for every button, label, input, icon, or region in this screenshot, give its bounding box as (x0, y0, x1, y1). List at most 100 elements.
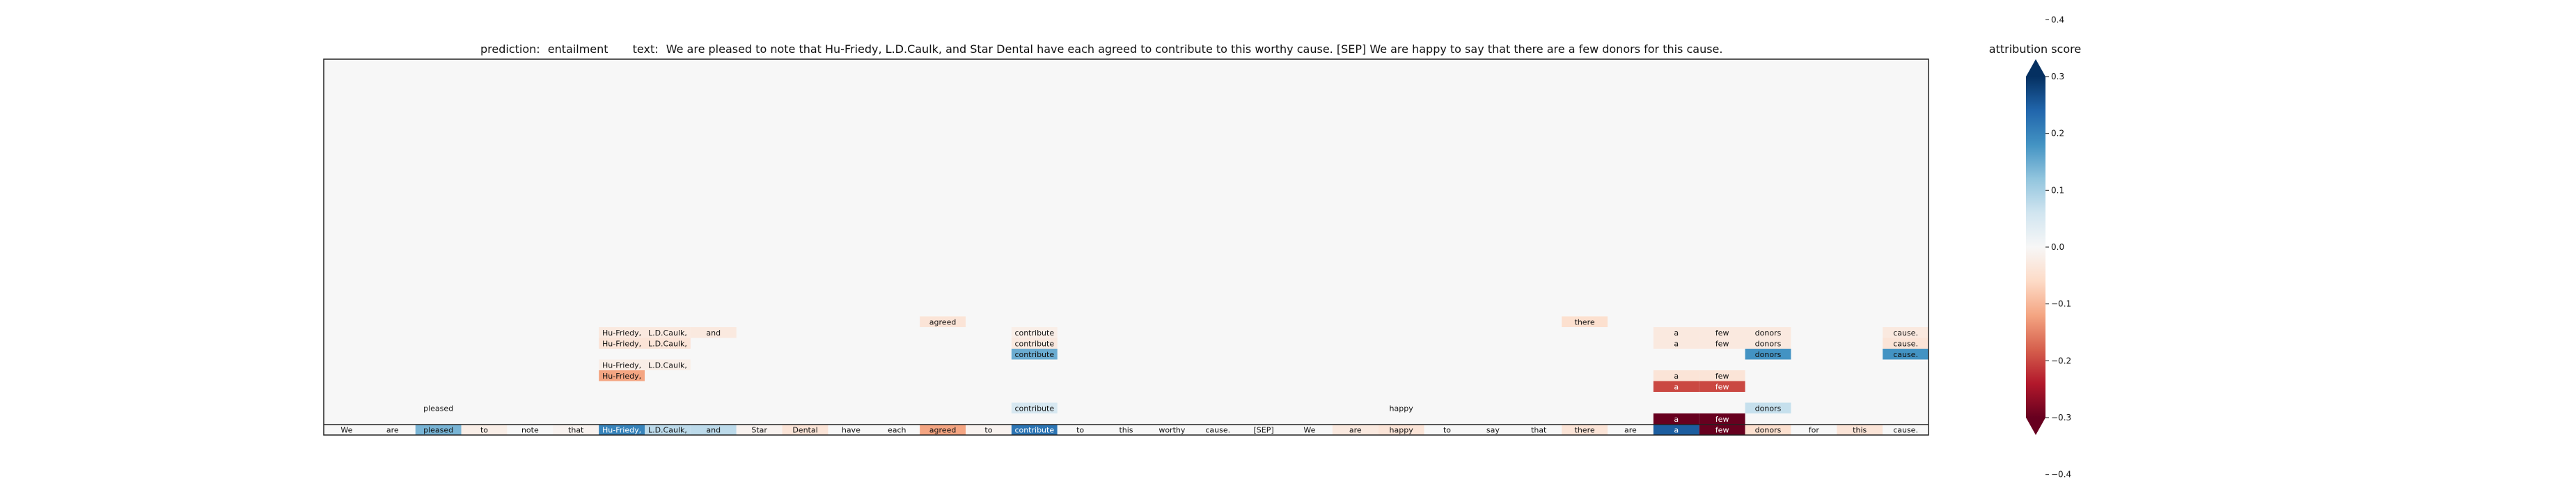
colorbar-label: attribution score (1989, 42, 2081, 56)
token-cell (645, 424, 691, 435)
colorbar-extend-top (2026, 59, 2045, 77)
annotation-label: happy (1390, 404, 1414, 413)
token-label: are (386, 425, 399, 434)
annotation-cell (599, 327, 645, 338)
heatmap-frame (323, 58, 1929, 436)
annotation-cell (1011, 338, 1058, 349)
token-cell (553, 424, 599, 435)
token-label: note (521, 425, 539, 434)
annotation-label: L.D.Caulk, (648, 339, 687, 348)
token-label: a (1674, 425, 1679, 434)
token-label: pleased (423, 425, 453, 434)
annotation-label: agreed (929, 317, 957, 326)
token-cell (1287, 424, 1333, 435)
token-label: say (1486, 425, 1500, 434)
token-label: cause. (1205, 425, 1230, 434)
input-text: We are pleased to note that Hu-Friedy, L… (666, 42, 1723, 56)
annotation-label: Hu-Friedy, (602, 329, 641, 338)
annotation-label: a (1674, 329, 1679, 338)
colorbar-tick-label: −0.1 (2051, 299, 2071, 309)
token-label: are (1624, 425, 1637, 434)
token-label: agreed (929, 425, 957, 434)
annotation-cell (1883, 338, 1929, 349)
annotation-label: contribute (1014, 404, 1054, 413)
token-label: to (1443, 425, 1451, 434)
token-label: We (340, 425, 352, 434)
text-label: text: (633, 42, 659, 56)
token-cell (1011, 424, 1058, 435)
token-cell (1745, 424, 1791, 435)
token-label: this (1853, 425, 1867, 434)
annotation-cell (645, 359, 691, 370)
annotation-label: a (1674, 415, 1679, 424)
annotation-label: few (1715, 382, 1729, 391)
token-cell (1241, 424, 1287, 435)
colorbar-tick-label: 0.0 (2051, 242, 2064, 252)
annotation-label: and (706, 329, 721, 338)
token-label: happy (1390, 425, 1414, 434)
annotation-label: pleased (423, 404, 453, 413)
annotation-cell (1653, 338, 1699, 349)
token-label: that (568, 425, 584, 434)
token-label: worthy (1159, 425, 1186, 434)
token-label: and (706, 425, 721, 434)
token-cell (1378, 424, 1424, 435)
token-cell (1195, 424, 1241, 435)
token-label: [SEP] (1253, 425, 1273, 434)
annotation-label: Hu-Friedy, (602, 372, 641, 381)
token-cell (1883, 424, 1929, 435)
token-cell (966, 424, 1012, 435)
token-cell (1699, 424, 1745, 435)
annotation-cell (1699, 413, 1745, 425)
annotation-cell (1011, 402, 1058, 413)
annotation-label: a (1674, 339, 1679, 348)
annotation-label: cause. (1893, 339, 1918, 348)
annotation-cell (1562, 316, 1608, 327)
annotation-cell (645, 327, 691, 338)
annotation-label: L.D.Caulk, (648, 329, 687, 338)
token-cell (1057, 424, 1104, 435)
colorbar-tick-label: −0.3 (2051, 413, 2071, 422)
token-label: Hu-Friedy, (602, 425, 641, 434)
annotation-cell (1699, 370, 1745, 381)
colorbar-extend-bottom (2026, 418, 2045, 435)
token-cell (828, 424, 874, 435)
colorbar-tick-label: 0.1 (2051, 185, 2064, 195)
annotation-label: donors (1755, 339, 1782, 348)
token-label: to (480, 425, 488, 434)
token-cell (1608, 424, 1654, 435)
token-cell (369, 424, 416, 435)
token-label: contribute (1014, 425, 1054, 434)
annotation-label: donors (1755, 404, 1782, 413)
token-label: are (1349, 425, 1362, 434)
token-cell (1470, 424, 1516, 435)
token-label: have (842, 425, 861, 434)
annotation-cell (1699, 327, 1745, 338)
colorbar-tick-label: 0.3 (2051, 72, 2064, 81)
annotation-label: donors (1755, 329, 1782, 338)
token-cell (1653, 424, 1699, 435)
token-label: this (1119, 425, 1133, 434)
token-label: each (888, 425, 906, 434)
colorbar: attribution score −0.4 −0.3 −0.2 −0.1 0.0 0.1… (1989, 15, 2081, 479)
token-cell (507, 424, 553, 435)
annotation-label: few (1715, 372, 1729, 381)
token-cell (1103, 424, 1149, 435)
colorbar-tick-label: 0.2 (2051, 129, 2064, 139)
token-cell (1424, 424, 1470, 435)
colorbar-tick-label: −0.2 (2051, 356, 2071, 365)
annotation-cell (920, 316, 966, 327)
annotation-cell (1699, 381, 1745, 392)
token-label: to (1076, 425, 1084, 434)
annotation-cell (1745, 402, 1791, 413)
token-cell (874, 424, 920, 435)
token-label: cause. (1893, 425, 1918, 434)
token-label: to (984, 425, 992, 434)
annotation-cell (415, 402, 462, 413)
annotation-label: few (1715, 329, 1729, 338)
annotation-label: few (1715, 415, 1729, 424)
colorbar-ticks: −0.4 −0.3 −0.2 −0.1 0.0 0.1 0.2 0.3 0.4 (2045, 15, 2071, 480)
annotation-label: contribute (1014, 350, 1054, 359)
token-label: Star (751, 425, 767, 434)
